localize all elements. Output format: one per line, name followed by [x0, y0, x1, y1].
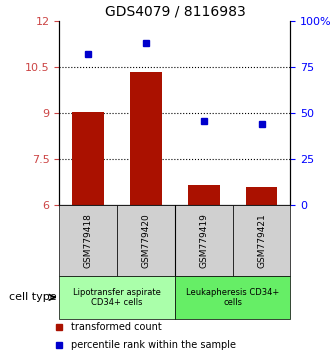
Text: transformed count: transformed count: [71, 322, 162, 332]
Text: percentile rank within the sample: percentile rank within the sample: [71, 340, 236, 350]
Text: Lipotransfer aspirate
CD34+ cells: Lipotransfer aspirate CD34+ cells: [73, 288, 161, 307]
Bar: [188, 185, 220, 205]
Text: GSM779420: GSM779420: [142, 213, 150, 268]
Bar: [117, 205, 175, 276]
Bar: [246, 187, 278, 205]
Bar: [175, 205, 233, 276]
Bar: [175, 276, 290, 319]
Text: GSM779421: GSM779421: [257, 213, 266, 268]
Bar: [233, 205, 290, 276]
Bar: [130, 72, 162, 205]
Text: GSM779419: GSM779419: [199, 213, 208, 268]
Bar: [59, 276, 175, 319]
Text: cell type: cell type: [9, 292, 56, 302]
Text: Leukapheresis CD34+
cells: Leukapheresis CD34+ cells: [186, 288, 279, 307]
Bar: [59, 205, 117, 276]
Bar: [72, 112, 104, 205]
Text: GSM779418: GSM779418: [84, 213, 93, 268]
Title: GDS4079 / 8116983: GDS4079 / 8116983: [105, 5, 245, 19]
